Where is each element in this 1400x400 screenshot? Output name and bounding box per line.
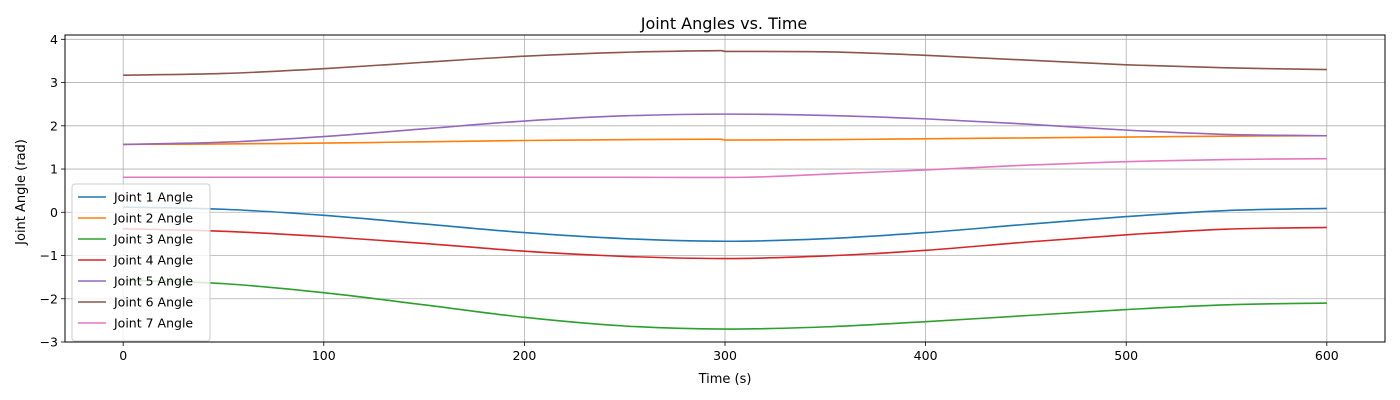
series-line-joint-6	[123, 49, 722, 77]
series-line-joint-6	[724, 50, 1327, 71]
series-line-joint-2	[724, 134, 1327, 141]
legend-entry: Joint 2 Angle	[113, 211, 193, 226]
legend-entry: Joint 1 Angle	[113, 190, 193, 205]
series-line-joint-4	[123, 226, 1327, 260]
chart-title: Joint Angles vs. Time	[640, 14, 808, 33]
series-line-joint-5	[123, 113, 1327, 146]
x-tick-label: 300	[713, 348, 737, 363]
y-tick-label: 1	[50, 162, 58, 177]
series-line-joint-3	[123, 279, 1327, 330]
grid	[65, 35, 1385, 343]
legend-entry: Joint 7 Angle	[113, 316, 193, 331]
x-tick-label: 100	[312, 348, 336, 363]
x-tick-label: 400	[914, 348, 938, 363]
y-tick-label: −3	[40, 335, 58, 350]
axis-ticks: 0 100 200 300 400 500 600 −3 −2 −1 0 1 2 3 4	[40, 32, 1339, 363]
x-axis-label: Time (s)	[698, 372, 752, 387]
legend-entry: Joint 4 Angle	[113, 253, 193, 268]
series-line-joint-2	[123, 138, 721, 146]
series-line-joint-7	[123, 157, 1327, 179]
y-tick-label: 3	[50, 75, 58, 90]
legend-entry: Joint 6 Angle	[113, 295, 193, 310]
y-tick-label: 0	[50, 205, 58, 220]
series-2-jump	[720, 138, 726, 141]
x-tick-label: 600	[1315, 348, 1339, 363]
series-6-jump	[720, 49, 726, 53]
legend-entry: Joint 5 Angle	[113, 274, 193, 289]
legend-box	[71, 183, 211, 342]
series-line-joint-1	[123, 206, 1327, 243]
y-tick-label: 2	[50, 118, 58, 133]
x-tick-label: 200	[512, 348, 536, 363]
legend: Joint 1 Angle Joint 2 Angle Joint 3 Angle J…	[71, 183, 211, 342]
legend-entry: Joint 3 Angle	[113, 232, 193, 247]
y-tick-label: −1	[40, 248, 58, 263]
x-tick-label: 0	[119, 348, 127, 363]
y-tick-label: 4	[50, 32, 58, 47]
y-axis-label: Joint Angle (rad)	[14, 139, 29, 246]
y-tick-label: −2	[40, 291, 58, 306]
series-lines	[123, 49, 1327, 330]
x-tick-label: 500	[1114, 348, 1138, 363]
